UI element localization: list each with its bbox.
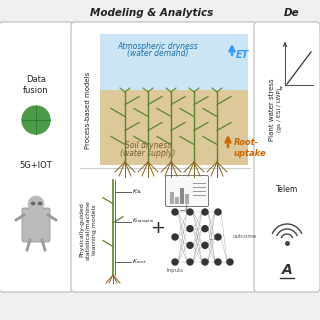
Circle shape [215,259,221,265]
Text: ...: ... [208,233,216,242]
Circle shape [187,259,193,265]
Text: Plant water stress: Plant water stress [269,79,275,141]
Text: Inputs: Inputs [166,268,184,273]
FancyBboxPatch shape [175,197,179,204]
Text: 5G+IOT: 5G+IOT [20,161,52,170]
Circle shape [202,226,208,232]
Text: A: A [282,263,292,277]
FancyBboxPatch shape [71,22,257,292]
Text: (water supply): (water supply) [120,148,176,157]
FancyBboxPatch shape [0,22,73,292]
Text: Root-
uptake: Root- uptake [234,138,267,158]
Circle shape [187,209,193,215]
Text: Soil dryness: Soil dryness [125,140,171,149]
Circle shape [28,196,44,212]
Circle shape [172,209,178,215]
Text: Process-based models: Process-based models [85,71,91,148]
Text: De: De [284,8,300,18]
FancyBboxPatch shape [165,175,209,206]
FancyBboxPatch shape [170,192,174,204]
Text: $K_{SL}$: $K_{SL}$ [132,188,143,196]
Circle shape [227,259,233,265]
Text: (water demand): (water demand) [127,49,189,58]
FancyBboxPatch shape [254,22,320,292]
Circle shape [172,259,178,265]
Text: $K_{transpire}$: $K_{transpire}$ [132,217,155,227]
FancyBboxPatch shape [180,188,184,204]
FancyBboxPatch shape [22,208,50,242]
Text: Atmospheric dryness: Atmospheric dryness [118,42,198,51]
FancyBboxPatch shape [100,34,248,90]
Text: ET: ET [236,50,249,60]
Text: $K_{root}$: $K_{root}$ [132,258,147,267]
Text: Physically-guided
statistical/machine
learning models: Physically-guided statistical/machine le… [79,200,97,260]
Text: (gs / ESI / LWP): (gs / ESI / LWP) [277,88,283,132]
Circle shape [202,242,208,248]
Text: Data
fusion: Data fusion [23,75,49,95]
Circle shape [202,259,208,265]
Circle shape [215,234,221,240]
Circle shape [187,226,193,232]
FancyBboxPatch shape [100,90,248,165]
FancyBboxPatch shape [185,194,189,204]
Circle shape [172,234,178,240]
Text: Telem: Telem [276,186,298,195]
Circle shape [22,106,50,134]
Text: outcome: outcome [233,235,257,239]
Circle shape [215,209,221,215]
Text: Modeling & Analytics: Modeling & Analytics [90,8,214,18]
Text: Ir: Ir [279,86,283,91]
Text: +: + [150,219,165,237]
Circle shape [187,242,193,248]
Circle shape [202,209,208,215]
